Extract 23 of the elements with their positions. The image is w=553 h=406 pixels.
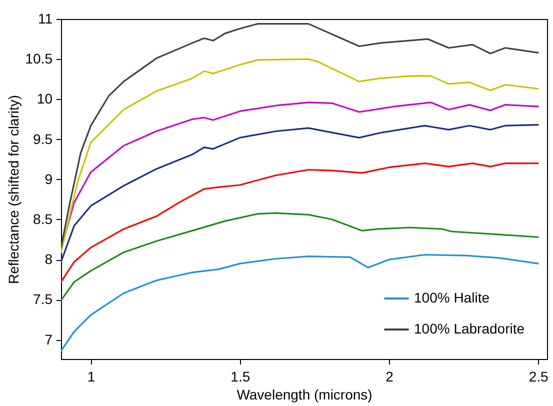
y-tick-label: 8 xyxy=(44,251,53,268)
y-tick-label: 8.5 xyxy=(33,210,53,227)
y-tick-label: 11 xyxy=(38,10,53,26)
line-series xyxy=(61,212,539,302)
y-tick-label: 9.5 xyxy=(33,130,53,147)
legend-label: 100% Halite xyxy=(414,290,490,306)
line-series xyxy=(61,23,539,248)
x-tick-label: 1 xyxy=(87,368,96,384)
y-tick-label: 9 xyxy=(44,170,53,187)
y-tick-label: 7 xyxy=(44,331,53,348)
line-series xyxy=(61,162,539,283)
y-tick-label: 10.5 xyxy=(25,50,53,67)
x-tick-label: 2.5 xyxy=(528,368,548,384)
y-tick-label: 7.5 xyxy=(33,291,53,308)
x-tick-label: 1.5 xyxy=(230,368,250,384)
line-series xyxy=(61,124,539,263)
x-axis-title: Wavelength (microns) xyxy=(236,386,372,402)
line-series xyxy=(61,58,539,254)
legend-label: 100% Labradorite xyxy=(414,320,525,336)
y-tick-label: 10 xyxy=(36,90,53,107)
x-tick-label: 2 xyxy=(386,368,394,384)
line-series xyxy=(61,254,539,352)
y-axis-title: Reflectance (shifted for clarity) xyxy=(5,94,22,284)
